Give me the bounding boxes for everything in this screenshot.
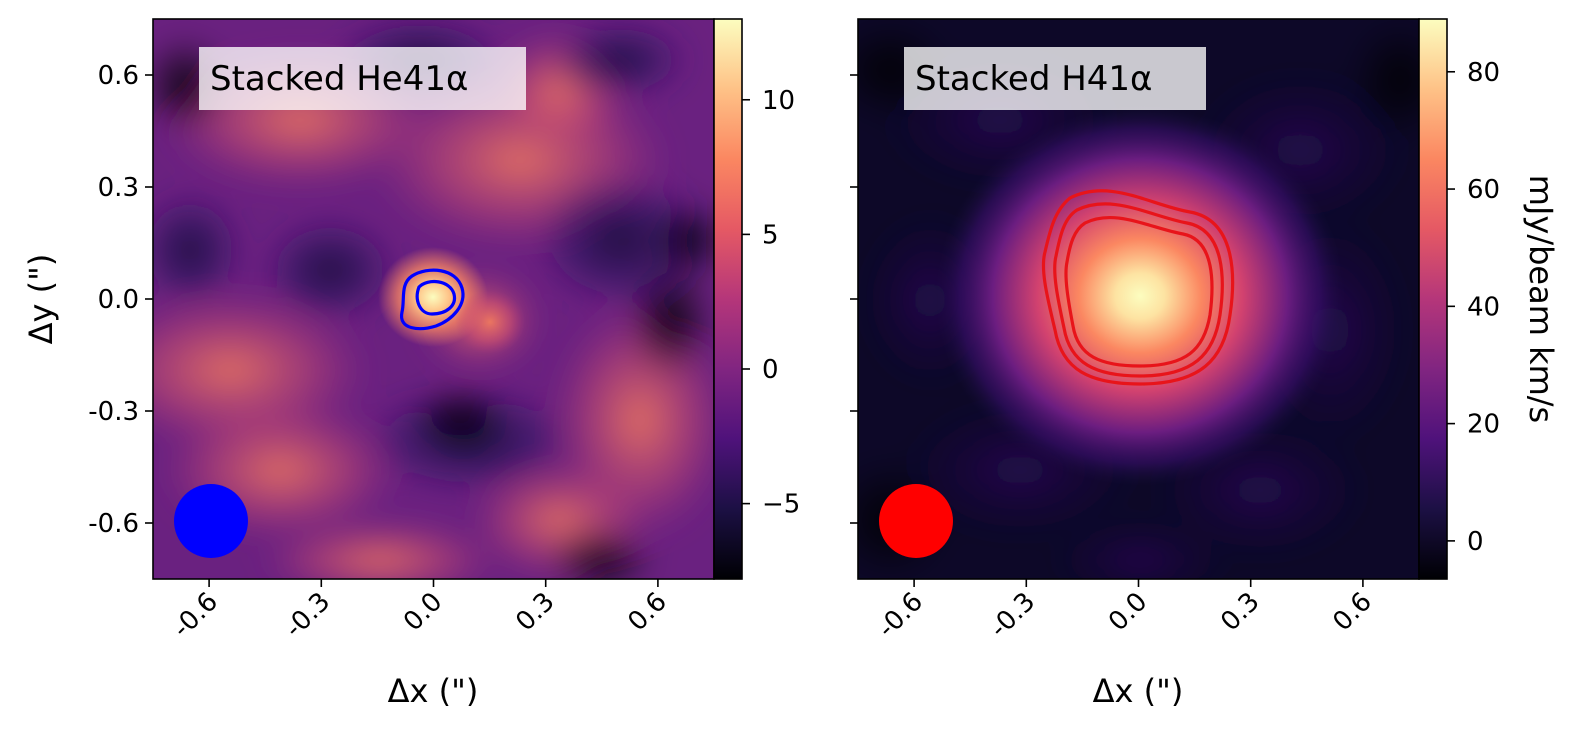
he41-ytick-label: -0.3 xyxy=(88,397,139,427)
h41-xtick-label: 0.6 xyxy=(1327,587,1377,637)
he41-xtick-label: 0.3 xyxy=(510,587,560,637)
he41-ytick-label: 0.3 xyxy=(98,173,139,203)
h41-xtick-label: 0.3 xyxy=(1215,587,1265,637)
he41-xlabel: Δx (") xyxy=(388,672,479,710)
h41-xtick-label: -0.3 xyxy=(984,587,1041,644)
h41-colorbar xyxy=(1418,18,1448,580)
h41-title-box: Stacked H41α xyxy=(904,47,1206,110)
he41-ytick-label: -0.6 xyxy=(88,509,139,539)
he41-colorbar-tick-label: 10 xyxy=(762,86,795,116)
colorbar-label: mJy/beam km/s xyxy=(1522,175,1560,423)
figure-ylabel: Δy (") xyxy=(22,254,60,345)
h41-colorbar-ticks: 80 60 40 20 0 xyxy=(1447,58,1500,557)
h41-contour-mid xyxy=(1053,202,1224,378)
he41-contour-outer xyxy=(400,268,465,331)
he41-title: Stacked He41α xyxy=(210,59,468,99)
h41-beam xyxy=(879,484,953,558)
he41-colorbar-tick-label: 0 xyxy=(762,355,779,385)
he41-xtick-label: -0.3 xyxy=(279,587,336,644)
h41-xtick-label: 0.0 xyxy=(1103,587,1153,637)
he41-contour-inner xyxy=(415,279,457,316)
panel-h41: Stacked H41α -0.6 -0.3 0.0 0.3 0.6 Δx (") 80… xyxy=(850,18,1560,710)
h41-xtick-label: -0.6 xyxy=(872,587,929,644)
h41-title: Stacked H41α xyxy=(915,59,1152,99)
he41-ytick-label: 0.0 xyxy=(98,285,139,315)
panel-he41: Stacked He41α -0.6 -0.3 0.0 0.3 0.6 0.6 0.3 0.0… xyxy=(22,18,800,710)
he41-ytick-label: 0.6 xyxy=(98,61,139,91)
he41-xtick-label: 0.6 xyxy=(622,587,672,637)
h41-peak xyxy=(935,106,1345,486)
h41-colorbar-tick-label: 80 xyxy=(1467,58,1500,88)
h41-colorbar-tick-label: 60 xyxy=(1467,175,1500,205)
he41-colorbar-tick-label: −5 xyxy=(762,490,800,520)
he41-colorbar xyxy=(713,18,743,580)
he41-heatmap xyxy=(153,19,714,579)
he41-xtick-label: 0.0 xyxy=(398,587,448,637)
h41-xlabel: Δx (") xyxy=(1093,672,1184,710)
h41-heatmap xyxy=(858,19,1419,579)
h41-colorbar-tick-label: 20 xyxy=(1467,410,1500,440)
h41-colorbar-tick-label: 0 xyxy=(1467,527,1484,557)
he41-title-box: Stacked He41α xyxy=(199,47,526,110)
h41-colorbar-tick-label: 40 xyxy=(1467,292,1500,322)
he41-beam xyxy=(174,484,248,558)
he41-colorbar-tick-label: 5 xyxy=(762,220,779,250)
he41-colorbar-ticks: 10 5 0 −5 xyxy=(742,86,800,520)
h41-contour-outer xyxy=(1041,189,1235,386)
h41-contour-inner xyxy=(1064,215,1214,368)
he41-xtick-label: -0.6 xyxy=(167,587,224,644)
